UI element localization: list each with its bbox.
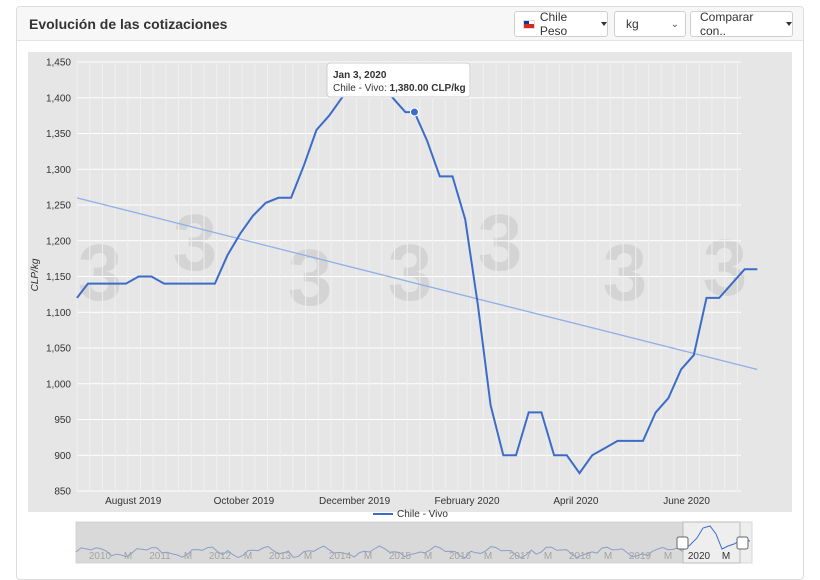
- x-tick-label: October 2019: [214, 496, 275, 507]
- y-tick-label: 950: [54, 415, 71, 426]
- card-title: Evolución de las cotizaciones: [29, 16, 228, 32]
- navigator-mask: [76, 522, 683, 563]
- tooltip-date: Jan 3, 2020: [333, 70, 387, 81]
- y-tick-label: 900: [54, 451, 71, 462]
- legend-label: Chile - Vivo: [397, 509, 448, 520]
- y-tick-label: 1,000: [46, 379, 71, 390]
- unit-select[interactable]: kg ⌄: [614, 11, 686, 37]
- x-tick-label: December 2019: [319, 496, 391, 507]
- y-axis: 850 900 950 1,000 1,050 1,100 1,150 1,200 1,250 1…: [46, 58, 71, 498]
- y-tick-label: 1,300: [46, 165, 71, 176]
- y-tick-label: 1,150: [46, 272, 71, 283]
- watermark-glyph: 3: [603, 228, 648, 317]
- y-axis-label: CLP/kg: [30, 258, 41, 291]
- y-tick-label: 1,250: [46, 201, 71, 212]
- compare-label: Comparar con..: [700, 10, 754, 38]
- watermark-glyph: 3: [388, 228, 433, 317]
- compare-dropdown[interactable]: Comparar con..: [690, 10, 793, 38]
- y-tick-label: 850: [54, 487, 71, 498]
- tooltip-value: 1,380.00 CLP/kg: [390, 83, 466, 94]
- navigator[interactable]: 2010M2011M2012M2013M2014M2015M2016M2017M…: [75, 521, 753, 564]
- tooltip-box: [326, 62, 471, 98]
- caret-down-icon: [786, 22, 792, 26]
- watermark-glyph: 3: [288, 233, 333, 322]
- x-tick-label: June 2020: [663, 496, 710, 507]
- currency-label: Chile Peso: [539, 10, 568, 38]
- watermark-glyph: 3: [173, 198, 218, 287]
- y-tick-label: 1,100: [46, 308, 71, 319]
- currency-dropdown[interactable]: Chile Peso: [514, 10, 608, 38]
- card-header: Evolución de las cotizaciones Chile Peso…: [17, 7, 803, 41]
- y-tick-label: 1,450: [46, 58, 71, 69]
- chile-flag-icon: [523, 19, 535, 29]
- x-tick-label: April 2020: [553, 496, 598, 507]
- y-tick-label: 1,050: [46, 344, 71, 355]
- grid-lines: [76, 61, 741, 492]
- unit-value: kg: [626, 17, 639, 31]
- tooltip: Jan 3, 2020 Chile - Vivo: 1,380.00 CLP/k…: [326, 62, 471, 98]
- x-tick-label: August 2019: [105, 496, 162, 507]
- x-axis: August 2019 October 2019 December 2019 Febr…: [105, 496, 710, 507]
- tooltip-text: Chile - Vivo: 1,380.00 CLP/kg: [333, 83, 466, 94]
- watermark-glyph: 3: [478, 198, 523, 287]
- navigator-left-handle[interactable]: [676, 536, 689, 550]
- y-tick-label: 1,200: [46, 236, 71, 247]
- chevron-down-icon: ⌄: [670, 18, 679, 30]
- x-tick-label: February 2020: [435, 496, 500, 507]
- navigator-label: 2020: [688, 551, 711, 562]
- legend[interactable]: Chile - Vivo: [373, 509, 448, 520]
- y-tick-label: 1,400: [46, 93, 71, 104]
- tooltip-series: Chile - Vivo:: [333, 83, 390, 94]
- trend-line: [76, 197, 758, 371]
- navigator-label: M: [722, 551, 730, 562]
- hovered-data-point[interactable]: [409, 107, 419, 117]
- y-tick-label: 1,350: [46, 129, 71, 140]
- navigator-right-handle[interactable]: [736, 536, 749, 550]
- caret-down-icon: [601, 22, 607, 26]
